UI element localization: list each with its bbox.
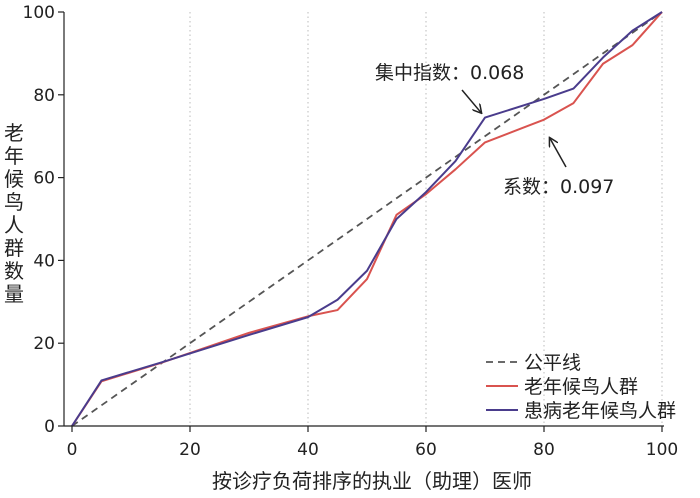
y-tick-label-80: 80 (33, 86, 55, 106)
vertical-gridlines (189, 12, 663, 426)
y-axis-title-char: 群 (4, 236, 24, 260)
axes (58, 11, 664, 432)
y-axis-title-char: 鸟 (4, 190, 24, 214)
y-axis-title-char: 量 (4, 282, 24, 306)
legend-label-2: 患病老年候鸟人群 (524, 400, 676, 422)
annotations: 集中指数：0.068 系数：0.097 (375, 62, 614, 198)
x-tick-label-40: 40 (297, 440, 319, 460)
legend-label-0: 公平线 (524, 352, 581, 374)
y-tick-label-20: 20 (33, 334, 55, 354)
y-tick-label-60: 60 (33, 169, 55, 189)
annotation-arrow-1 (461, 89, 481, 113)
x-tick-label-80: 80 (533, 440, 555, 460)
series-line-2 (71, 11, 663, 427)
annotation-arrow-2 (550, 138, 567, 168)
y-axis-title-char: 候 (4, 167, 24, 191)
y-axis-title-char: 数 (4, 259, 24, 283)
tick-labels: 0 20 40 60 80 100 0 20 40 60 80 100 (23, 3, 679, 460)
annotation-concentration-index: 集中指数：0.068 (375, 62, 524, 84)
x-tick-label-60: 60 (415, 440, 437, 460)
series-line-0 (71, 11, 663, 427)
y-axis-title-char: 老 (4, 121, 24, 145)
x-tick-label-0: 0 (67, 440, 78, 460)
y-axis-title-char: 年 (4, 144, 24, 168)
x-tick-label-20: 20 (179, 440, 201, 460)
x-axis-title: 按诊疗负荷排序的执业（助理）医师 (212, 469, 532, 493)
annotation-coefficient: 系数：0.097 (503, 176, 614, 198)
series-lines (71, 11, 663, 427)
y-tick-label-0: 0 (44, 417, 55, 437)
y-tick-label-100: 100 (23, 3, 55, 23)
x-tick-label-100: 100 (646, 440, 678, 460)
legend-label-1: 老年候鸟人群 (524, 376, 638, 398)
y-tick-label-40: 40 (33, 251, 55, 271)
y-axis-title-char: 人 (4, 213, 24, 237)
